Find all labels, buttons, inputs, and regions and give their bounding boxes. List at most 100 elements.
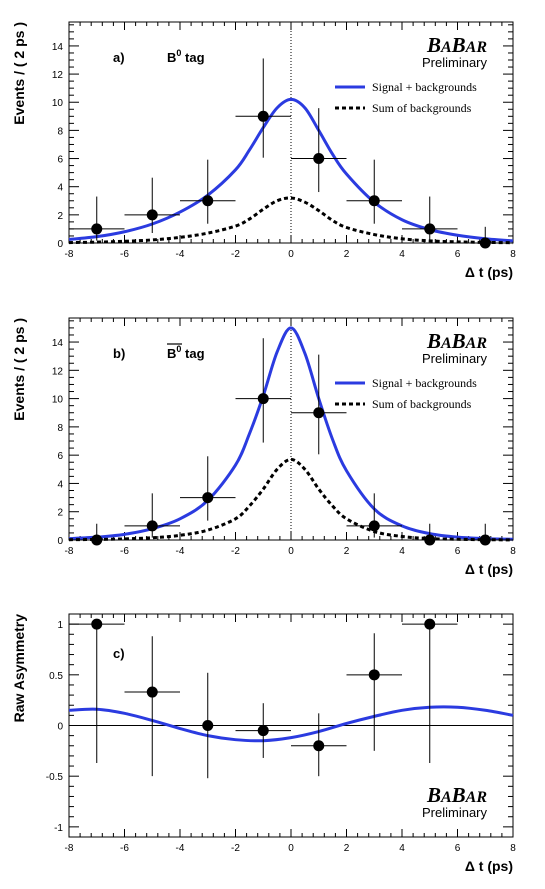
panel-label: a) [113, 50, 125, 65]
y-tick-label: 0 [57, 722, 63, 733]
panel-b: -8 -6 -4 -2 0 2 4 6 8 0 2 4 6 8 10 12 14 Δ t (ps) Events /… [11, 317, 516, 577]
y-tick-label: 12 [52, 366, 64, 377]
x-tick-label: 4 [399, 843, 405, 854]
data-marker [313, 153, 325, 165]
data-marker [313, 740, 325, 752]
x-tick-label: -8 [65, 546, 74, 557]
x-tick-label: 4 [399, 249, 405, 260]
y-tick-label: 2 [57, 211, 63, 222]
data-marker [91, 534, 103, 546]
data-marker [257, 110, 269, 122]
data-point [180, 456, 236, 521]
x-tick-label: 2 [344, 546, 350, 557]
data-marker [479, 534, 491, 546]
y-tick-label: 14 [52, 338, 64, 349]
y-tick-label: -1 [54, 823, 63, 834]
data-marker [146, 686, 158, 698]
data-point [291, 713, 347, 777]
x-tick-label: -2 [231, 843, 240, 854]
data-marker [257, 393, 269, 405]
data-point [402, 523, 458, 546]
y-tick-label: 0 [57, 536, 63, 547]
preliminary-label: Preliminary [422, 55, 488, 70]
x-tick-label: -2 [231, 546, 240, 557]
babar-logo: BABAR [426, 33, 487, 57]
data-point [124, 493, 180, 538]
x-tick-label: -2 [231, 249, 240, 260]
legend-background-label: Sum of backgrounds [372, 397, 472, 411]
x-tick-label: 6 [455, 546, 461, 557]
x-tick-label: -4 [176, 546, 185, 557]
x-tick-label: -6 [120, 249, 129, 260]
x-tick-label: -8 [65, 249, 74, 260]
data-point [457, 226, 513, 249]
x-axis-title: Δ t (ps) [465, 264, 513, 280]
data-point [124, 177, 180, 234]
y-tick-label: 2 [57, 508, 63, 519]
data-marker [313, 407, 325, 419]
x-tick-label: 6 [455, 843, 461, 854]
data-marker [424, 534, 436, 546]
x-tick-label: -6 [120, 546, 129, 557]
babar-logo: BABAR [426, 783, 487, 807]
x-tick-label: 8 [510, 843, 516, 854]
x-tick-label: 0 [288, 249, 294, 260]
legend-signal-label: Signal + backgrounds [372, 376, 477, 390]
panel-label: c) [113, 646, 125, 661]
data-marker [479, 237, 491, 249]
y-tick-label: 8 [57, 423, 63, 434]
x-tick-label: 6 [455, 249, 461, 260]
data-point [235, 703, 291, 758]
data-point [402, 618, 458, 764]
data-marker [257, 725, 269, 737]
tag-label: B0 tag [167, 48, 205, 65]
preliminary-label: Preliminary [422, 351, 488, 366]
x-tick-label: -6 [120, 843, 129, 854]
data-marker [202, 492, 214, 504]
data-marker [202, 195, 214, 207]
x-tick-label: 8 [510, 546, 516, 557]
x-tick-label: 2 [344, 843, 350, 854]
x-tick-label: -4 [176, 843, 185, 854]
y-tick-label: 14 [52, 42, 64, 53]
data-marker [424, 223, 436, 235]
x-axis-title: Δ t (ps) [465, 858, 513, 874]
x-tick-label: 4 [399, 546, 405, 557]
data-marker [146, 520, 158, 532]
data-point [457, 523, 513, 546]
y-axis-title: Events / ( 2 ps ) [11, 318, 27, 421]
panel-label: b) [113, 346, 125, 361]
signal-curve [68, 97, 514, 243]
y-tick-label: 6 [57, 155, 63, 166]
data-marker [424, 618, 436, 630]
panel-c: -8 -6 -4 -2 0 2 4 6 8 -1 -0.5 0 0.5 1 Δ t (ps) Raw Asym… [11, 613, 516, 874]
y-tick-label: 1 [57, 620, 63, 631]
data-point [402, 196, 458, 241]
data-point [69, 196, 125, 241]
y-tick-label: 10 [52, 98, 64, 109]
data-marker [91, 223, 103, 235]
data-point [235, 58, 291, 158]
signal-curve [68, 326, 514, 541]
y-tick-label: 0 [57, 239, 63, 250]
y-tick-label: 10 [52, 395, 64, 406]
data-point [124, 636, 180, 777]
x-tick-label: 0 [288, 546, 294, 557]
data-marker [368, 669, 380, 681]
data-point [346, 633, 402, 751]
y-tick-label: 4 [57, 183, 63, 194]
data-point [69, 523, 125, 546]
preliminary-label: Preliminary [422, 805, 488, 820]
y-axis-title: Events / ( 2 ps ) [11, 22, 27, 125]
data-marker [146, 209, 158, 221]
data-point [346, 493, 402, 538]
x-tick-label: -8 [65, 843, 74, 854]
y-tick-label: 4 [57, 479, 63, 490]
data-marker [91, 618, 103, 630]
data-point [291, 108, 347, 193]
x-tick-label: 8 [510, 249, 516, 260]
y-tick-label: 8 [57, 126, 63, 137]
background-curve [68, 196, 514, 245]
x-axis-title: Δ t (ps) [465, 561, 513, 577]
